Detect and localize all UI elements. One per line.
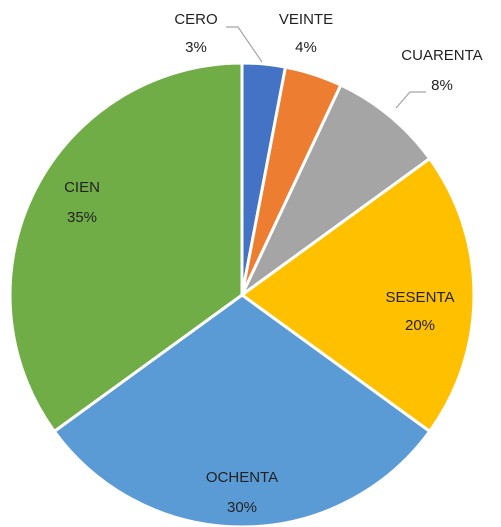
pie-slice: [8, 61, 244, 434]
leader-line: [226, 26, 263, 63]
data-label-name: VEINTE: [279, 11, 333, 28]
data-label-name: CERO: [174, 11, 217, 28]
pie-slice: [240, 83, 432, 297]
data-label-value: 8%: [431, 77, 453, 94]
pie-slice: [239, 156, 476, 434]
data-label-name: SESENTA: [386, 289, 455, 306]
data-label-value: 35%: [67, 209, 97, 226]
leader-line: [395, 91, 426, 109]
data-label-name: OCHENTA: [206, 469, 278, 486]
data-label-value: 4%: [295, 39, 317, 56]
data-label-name: CIEN: [64, 179, 100, 196]
data-label-value: 3%: [185, 39, 207, 56]
data-label-name: CUARENTA: [401, 47, 482, 64]
data-label-value: 30%: [227, 499, 257, 516]
data-label-value: 20%: [405, 317, 435, 334]
